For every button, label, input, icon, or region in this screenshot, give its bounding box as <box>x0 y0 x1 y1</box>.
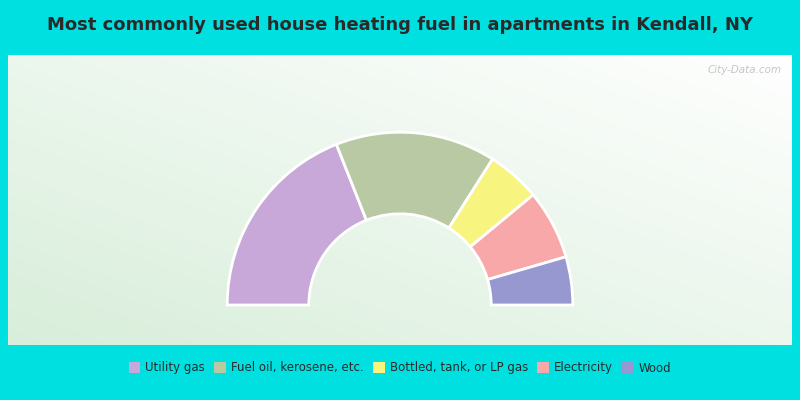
Wedge shape <box>227 144 366 305</box>
Wedge shape <box>449 159 533 247</box>
Text: Most commonly used house heating fuel in apartments in Kendall, NY: Most commonly used house heating fuel in… <box>47 16 753 34</box>
Wedge shape <box>336 132 493 228</box>
Wedge shape <box>470 195 566 280</box>
Legend: Utility gas, Fuel oil, kerosene, etc., Bottled, tank, or LP gas, Electricity, Wo: Utility gas, Fuel oil, kerosene, etc., B… <box>129 362 671 374</box>
Text: City-Data.com: City-Data.com <box>708 65 782 75</box>
Wedge shape <box>487 257 573 305</box>
